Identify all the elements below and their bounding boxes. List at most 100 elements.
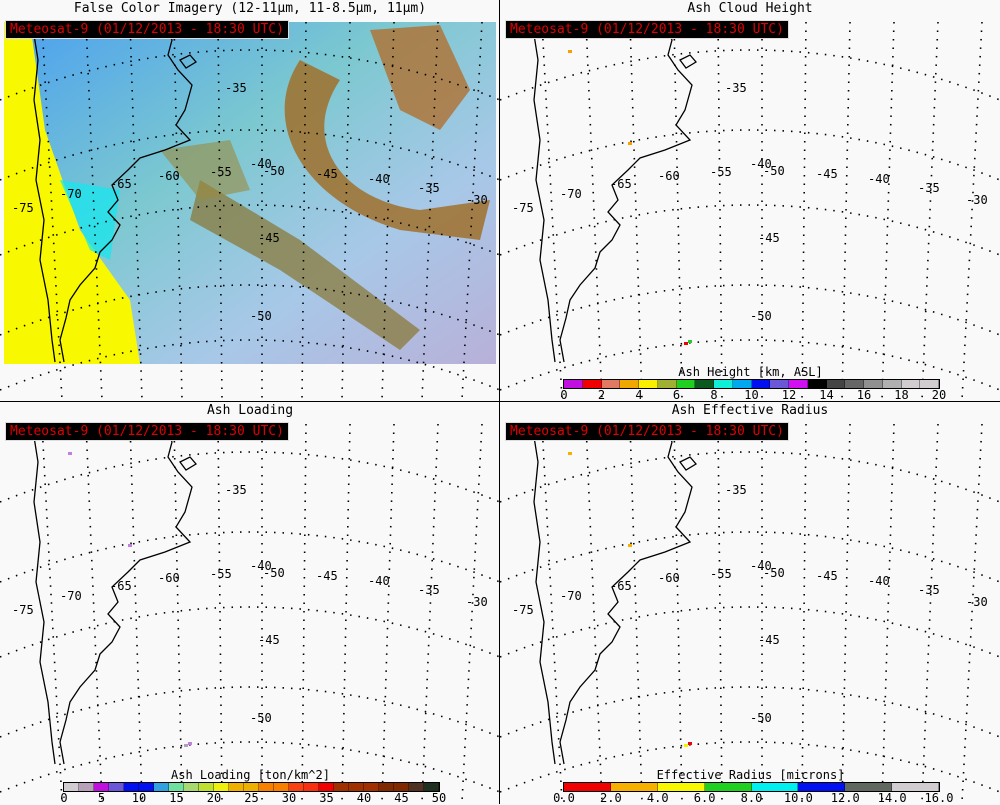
colorbar-segment: [124, 783, 139, 791]
lat-label: -45: [758, 633, 780, 647]
ash-pixel: [568, 50, 572, 53]
colorbar-tick: 10.0: [783, 791, 813, 805]
ash-pixel: [184, 744, 188, 747]
colorbar-tick: 5: [97, 791, 106, 805]
colorbar-segment: [244, 783, 259, 791]
colorbar: [563, 379, 940, 389]
ash-pixel: [684, 744, 688, 747]
colorbar-segment: [657, 380, 677, 388]
colorbar-segment: [714, 380, 733, 388]
lon-label: -65: [110, 177, 132, 191]
colorbar-tick: 20: [206, 791, 222, 805]
colorbar-tick: 6: [672, 388, 681, 402]
lon-label: -50: [763, 164, 785, 178]
colorbar-tick: 10: [131, 791, 147, 805]
colorbar-tick: 0.0: [553, 791, 575, 805]
colorbar-segment: [751, 380, 771, 388]
colorbar-segment: [770, 380, 789, 388]
lon-label: -55: [210, 567, 232, 581]
lon-label: -40: [868, 574, 890, 588]
colorbar-segment: [274, 783, 289, 791]
ash-pixel: [568, 452, 572, 455]
lon-label: -45: [316, 167, 338, 181]
colorbar-tick: 8.0: [740, 791, 763, 805]
lat-label: -45: [758, 231, 780, 245]
graticule: [0, 21, 500, 401]
colorbar-segment: [901, 380, 921, 388]
colorbar-label: Ash Height [km, ASL]: [678, 365, 823, 379]
panel-title: False Color Imagery (12-11μm, 11-8.5μm, …: [73, 1, 427, 16]
colorbar-segment: [334, 783, 349, 791]
colorbar-tick: 15: [169, 791, 184, 805]
colorbar-segment: [349, 783, 364, 791]
lat-label: -50: [750, 309, 772, 323]
colorbar-segment: [892, 783, 939, 791]
graticule: [500, 21, 1000, 401]
colorbar-segment: [289, 783, 304, 791]
colorbar-segment: [704, 783, 752, 791]
graticule: [500, 423, 1000, 803]
colorbar-tick: 0: [60, 791, 68, 805]
colorbar-tick: 16.0: [924, 791, 954, 805]
colorbar-segment: [920, 380, 939, 388]
lat-label: -50: [750, 711, 772, 725]
colorbar-tick: 2: [597, 388, 606, 402]
lon-label: -75: [12, 201, 34, 215]
colorbar-segment: [564, 380, 583, 388]
colorbar-tick: 6.0: [693, 791, 716, 805]
colorbar-label: Effective Radius [microns]: [656, 768, 845, 782]
ash-pixel: [68, 452, 72, 455]
lon-label: -45: [316, 569, 338, 583]
divider-vertical: [499, 0, 500, 804]
lon-label: -65: [610, 579, 632, 593]
lon-label: -40: [868, 172, 890, 186]
colorbar-segment: [582, 380, 602, 388]
map: -35 -40 -45 -50 -75 -70 -65 -60 -55 -50 -45 -40 -35 -…: [500, 21, 1000, 401]
ash-pixel: [188, 742, 192, 745]
lat-label: -35: [225, 483, 247, 497]
coastline: [31, 21, 197, 363]
divider-horizontal: [0, 401, 1000, 402]
lon-label: -50: [263, 164, 285, 178]
lat-label: -50: [250, 309, 272, 323]
panel-ash-loading: Ash Loading Meteosat-9 (01/12/2013 - 18:3…: [0, 402, 500, 804]
panel-false-color: False Color Imagery (12-11μm, 11-8.5μm, …: [0, 0, 500, 402]
lon-label: -30: [466, 193, 488, 207]
lat-label: -35: [725, 81, 747, 95]
lat-label: -45: [258, 231, 280, 245]
colorbar-tick: 20: [931, 388, 947, 402]
colorbar-segment: [379, 783, 394, 791]
lon-label: -75: [512, 201, 534, 215]
colorbar-segment: [199, 783, 214, 791]
colorbar-tick: 50: [431, 791, 447, 805]
colorbar-segment: [564, 783, 611, 791]
colorbar-tick: 12: [781, 388, 797, 402]
lon-label: -30: [966, 193, 988, 207]
lon-label: -50: [263, 566, 285, 580]
colorbar-tick: 30: [281, 791, 297, 805]
ash-pixel: [128, 544, 132, 547]
colorbar-segment: [845, 380, 864, 388]
lon-label: -45: [816, 569, 838, 583]
lon-label: -35: [918, 181, 940, 195]
colorbar-segment: [732, 380, 752, 388]
lon-label: -70: [60, 187, 82, 201]
colorbar-tick: 10: [744, 388, 759, 402]
lon-label: -65: [110, 579, 132, 593]
lat-label: -45: [258, 633, 280, 647]
colorbar-segment: [214, 783, 229, 791]
lat-label: -50: [250, 711, 272, 725]
map: -35 -40 -45 -50 -75 -70 -65 -60 -55 -50 -45 -40 -35 -…: [0, 423, 500, 803]
coastline: [531, 423, 697, 765]
timestamp-label: Meteosat-9 (01/12/2013 - 18:30 UTC): [505, 422, 789, 441]
colorbar-tick: 25: [244, 791, 259, 805]
panel-title: Ash Cloud Height: [687, 1, 813, 16]
colorbar-segment: [259, 783, 274, 791]
colorbar-segment: [676, 380, 696, 388]
lon-label: -60: [658, 571, 680, 585]
colorbar-tick: 0: [560, 388, 568, 402]
map: -35 -40 -45 -50 -75 -70 -65 -60 -55 -50 -45 -40 -35 -…: [500, 423, 1000, 803]
lon-label: -75: [512, 603, 534, 617]
satellite-image: [4, 22, 496, 364]
panel-ash-height: Ash Cloud Height Meteosat-9 (01/12/2013 -…: [500, 0, 1000, 402]
